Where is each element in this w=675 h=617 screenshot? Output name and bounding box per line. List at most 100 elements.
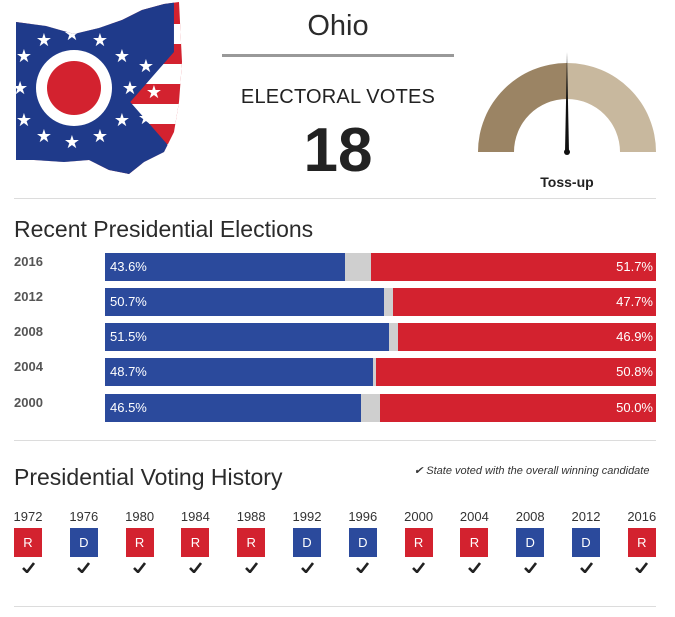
republican-share-bar: 50.8% <box>376 358 656 386</box>
democrat-share-bar: 43.6% <box>105 253 346 281</box>
history-item: 2008 D <box>510 509 550 574</box>
check-icon <box>287 560 327 574</box>
democrat-share-bar: 46.5% <box>105 394 362 422</box>
election-bar: 48.7% 50.8% <box>105 358 656 386</box>
democrat-share-bar: 51.5% <box>105 323 389 351</box>
history-year: 1972 <box>13 509 43 524</box>
party-badge: D <box>572 528 600 557</box>
republican-share-bar: 46.9% <box>397 323 656 351</box>
svg-text:★: ★ <box>114 110 130 131</box>
party-badge: R <box>125 528 154 557</box>
history-item: 1980 R <box>120 509 160 574</box>
republican-share-bar: 51.7% <box>371 253 656 281</box>
party-badge: D <box>293 528 321 557</box>
republican-percent: 50.8% <box>616 364 653 379</box>
check-icon <box>399 560 439 574</box>
state-name: Ohio <box>307 10 369 42</box>
check-icon <box>231 560 271 574</box>
check-icon <box>566 560 606 574</box>
check-icon <box>8 560 48 574</box>
svg-text:★: ★ <box>114 46 130 67</box>
rating-label: Toss-up <box>540 174 594 190</box>
election-year: 2016 <box>14 254 43 269</box>
gauge-right-arc <box>567 63 656 152</box>
history-year: 2012 <box>571 509 601 524</box>
check-icon <box>120 560 160 574</box>
check-icon: ✔ <box>414 465 424 477</box>
election-year: 2008 <box>14 324 43 339</box>
divider <box>14 606 656 607</box>
democrat-share-bar: 48.7% <box>105 358 374 386</box>
history-year: 1996 <box>348 509 378 524</box>
svg-text:★: ★ <box>16 46 32 67</box>
election-row: 2016 43.6% 51.7% <box>14 253 656 281</box>
svg-text:★: ★ <box>64 132 80 153</box>
other-share-bar <box>361 394 381 422</box>
history-item: 1972 R <box>8 509 48 574</box>
svg-text:★: ★ <box>92 30 108 51</box>
history-year: 1976 <box>69 509 99 524</box>
election-bar: 43.6% 51.7% <box>105 253 656 281</box>
history-item: 2016 R <box>622 509 662 574</box>
history-legend: ✔ State voted with the overall winning c… <box>414 464 649 477</box>
history-item: 1976 D <box>64 509 104 574</box>
recent-elections-title: Recent Presidential Elections <box>14 216 314 242</box>
rating-gauge-icon <box>478 52 656 155</box>
svg-text:★: ★ <box>92 126 108 147</box>
other-share-bar <box>388 323 398 351</box>
check-icon <box>343 560 383 574</box>
history-year: 1984 <box>180 509 210 524</box>
history-year: 1988 <box>236 509 266 524</box>
election-bar: 46.5% 50.0% <box>105 394 656 422</box>
election-row: 2000 46.5% 50.0% <box>14 394 656 422</box>
ohio-flag-map-icon: ★ ★ ★ ★★★ ★★★ ★★★ ★★★ <box>14 2 182 174</box>
svg-text:★: ★ <box>146 82 162 103</box>
other-share-bar <box>384 288 394 316</box>
republican-share-bar: 47.7% <box>393 288 656 316</box>
svg-text:★: ★ <box>14 78 28 99</box>
party-badge: D <box>348 528 377 557</box>
party-badge: R <box>460 528 489 557</box>
history-year: 2016 <box>627 509 657 524</box>
svg-text:★: ★ <box>138 108 154 129</box>
election-bar: 51.5% 46.9% <box>105 323 656 351</box>
other-share-bar <box>345 253 372 281</box>
election-year: 2012 <box>14 289 43 304</box>
electoral-votes-count: 18 <box>303 116 373 185</box>
democrat-percent: 50.7% <box>110 294 147 309</box>
svg-text:★: ★ <box>138 56 154 77</box>
history-item: 1992 D <box>287 509 327 574</box>
divider <box>14 198 656 199</box>
check-icon <box>622 560 662 574</box>
party-badge: R <box>627 528 656 557</box>
republican-percent: 51.7% <box>616 259 653 274</box>
party-badge: D <box>69 528 98 557</box>
history-year: 1980 <box>125 509 155 524</box>
svg-text:★: ★ <box>64 24 80 45</box>
party-badge: R <box>14 528 42 557</box>
check-icon <box>175 560 215 574</box>
gauge-left-arc <box>478 63 567 152</box>
history-item: 2000 R <box>399 509 439 574</box>
party-badge: D <box>516 528 545 557</box>
democrat-percent: 43.6% <box>110 259 147 274</box>
democrat-percent: 48.7% <box>110 364 147 379</box>
check-icon <box>454 560 494 574</box>
party-badge: R <box>237 528 266 557</box>
gauge-needle <box>565 52 569 152</box>
svg-text:★: ★ <box>16 110 32 131</box>
history-item: 1988 R <box>231 509 271 574</box>
history-year: 2000 <box>404 509 434 524</box>
check-icon <box>510 560 550 574</box>
history-year: 1992 <box>292 509 322 524</box>
election-year: 2004 <box>14 359 43 374</box>
history-year: 2004 <box>459 509 489 524</box>
title-divider <box>222 54 454 57</box>
republican-percent: 50.0% <box>616 400 653 415</box>
election-bar: 50.7% 47.7% <box>105 288 656 316</box>
history-item: 1996 D <box>343 509 383 574</box>
democrat-percent: 46.5% <box>110 400 147 415</box>
history-item: 2004 R <box>454 509 494 574</box>
election-row: 2004 48.7% 50.8% <box>14 358 656 386</box>
democrat-share-bar: 50.7% <box>105 288 385 316</box>
